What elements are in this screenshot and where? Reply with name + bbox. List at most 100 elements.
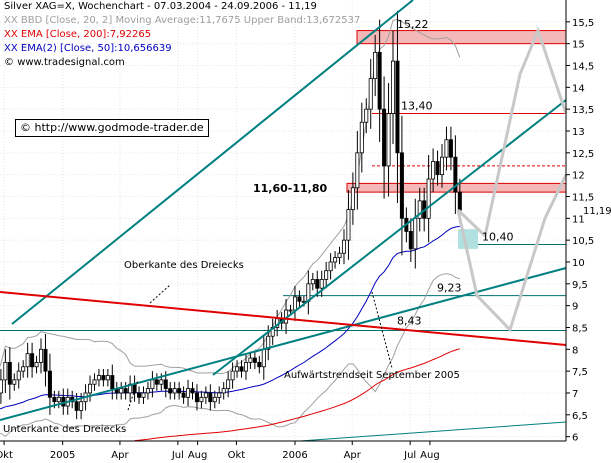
- level-label-8-43: 8,43: [397, 315, 422, 328]
- candle-body: [221, 388, 226, 394]
- upper-trend-channel-line: [11, 0, 414, 325]
- last-price-label: 11,19: [583, 206, 611, 217]
- candle-body: [212, 396, 217, 403]
- candle-body: [444, 139, 449, 158]
- uptrend-support-line: [212, 99, 567, 376]
- annotation-pointer: [149, 284, 171, 304]
- candle-body: [292, 296, 297, 311]
- candle-body: [190, 388, 195, 394]
- candle-body: [413, 217, 418, 250]
- annotation-triangle-bottom: Unterkante des Dreiecks: [3, 424, 126, 435]
- candle-body: [341, 239, 346, 254]
- y-tick-label: 13,5: [572, 105, 594, 116]
- source-legend: © www.tradesignal.com: [4, 57, 125, 69]
- axes-layer: 6 6,5 7 7,5 8 8,5 9 9,5 10 10,5 11 11,5 12 12,5 13 13,5…: [0, 0, 594, 461]
- bbd-legend: XX BBD [Close, 20, 2] Moving Average:11,…: [4, 15, 361, 26]
- candle-body: [382, 108, 387, 167]
- y-tick-label: 15,5: [572, 18, 594, 29]
- projection-bearish-path: [456, 174, 568, 333]
- candle-body: [163, 379, 168, 390]
- candle-body: [12, 379, 17, 385]
- candle-body: [119, 388, 124, 394]
- candle-body: [453, 156, 458, 193]
- copyright-box: © http://www.godmode-trader.de: [15, 119, 209, 137]
- y-tick-label: 10,5: [572, 236, 594, 247]
- projection-layer: [456, 26, 568, 333]
- candle-body: [377, 51, 382, 110]
- copyright-icon: ©: [4, 57, 18, 68]
- candle-body: [203, 392, 208, 398]
- candle-body: [248, 357, 253, 363]
- candle-body: [105, 375, 110, 381]
- y-tick-label: 11: [572, 214, 585, 225]
- candle-body: [34, 362, 39, 368]
- copyright-url[interactable]: http://www.godmode-trader.de: [34, 121, 204, 134]
- candle-body: [386, 113, 391, 167]
- candle-body: [181, 392, 186, 398]
- candle-body: [154, 379, 159, 385]
- x-tick-label: Apr: [344, 450, 362, 461]
- long-term-support-line: [299, 421, 567, 442]
- candle-body: [79, 401, 84, 411]
- chart-title: Silver XAG=X, Wochenchart - 07.03.2004 -…: [4, 1, 317, 12]
- ema200-legend: XX EMA [Close, 200]:7,92265: [4, 29, 152, 40]
- candle-body: [39, 348, 44, 363]
- candle-body: [172, 388, 177, 394]
- annotation-pointer: [127, 379, 139, 411]
- candle-body: [101, 375, 106, 381]
- level-label-15-22: 15,22: [397, 18, 429, 31]
- candle-body: [297, 296, 302, 302]
- candle-body: [337, 252, 342, 259]
- x-tick-label: Aug: [188, 450, 208, 461]
- x-tick-label: 2005: [50, 450, 75, 461]
- y-tick-label: 9: [572, 302, 578, 313]
- candle-body: [364, 108, 369, 123]
- candle-body: [186, 388, 191, 398]
- candle-body: [168, 388, 173, 394]
- candle-body: [457, 191, 462, 211]
- y-tick-label: 15: [572, 40, 585, 51]
- candle-body: [199, 396, 204, 403]
- candle-body: [16, 370, 21, 381]
- candle-body: [0, 379, 3, 394]
- candle-body: [288, 309, 293, 312]
- candle-body: [230, 370, 235, 381]
- candle-body: [431, 161, 436, 180]
- triangle-upper-edge-line: [0, 291, 567, 346]
- candle-body: [448, 139, 453, 158]
- bollinger-upper-band: [0, 18, 461, 375]
- candle-body: [266, 335, 271, 350]
- candle-body: [390, 60, 395, 114]
- trend-lines-layer: [0, 0, 567, 442]
- x-tick-label: Apr: [111, 450, 129, 461]
- candle-body: [110, 375, 115, 390]
- candle-body: [435, 161, 440, 176]
- candle-body: [88, 383, 93, 394]
- candle-body: [56, 396, 61, 403]
- level-labels-layer: 15,22 11,60-11,80 13,40 10,40 9,23 8,43 Oberka…: [3, 18, 611, 435]
- candle-body: [92, 379, 97, 385]
- candle-body: [333, 257, 338, 263]
- level-label-9-23: 9,23: [437, 282, 462, 295]
- level-label-10-40: 10,40: [482, 231, 514, 244]
- candle-body: [395, 60, 400, 154]
- last-price-marker: [567, 203, 609, 218]
- y-tick-label: 8: [572, 345, 578, 356]
- candle-body: [217, 392, 222, 398]
- candle-body: [150, 379, 155, 390]
- candle-body: [52, 396, 57, 403]
- y-tick-label: 9,5: [572, 280, 588, 291]
- candle-body: [426, 178, 431, 219]
- candle-body: [96, 375, 101, 381]
- candle-body: [123, 388, 128, 394]
- y-tick-label: 14: [572, 83, 585, 94]
- candle-body: [159, 379, 164, 385]
- triangle-lower-edge-line: [0, 267, 567, 421]
- candle-body: [7, 362, 12, 385]
- y-tick-label: 10: [572, 258, 585, 269]
- candle-body: [324, 270, 329, 280]
- level-label-11-60-11-80: 11,60-11,80: [253, 182, 327, 195]
- candle-body: [328, 261, 333, 272]
